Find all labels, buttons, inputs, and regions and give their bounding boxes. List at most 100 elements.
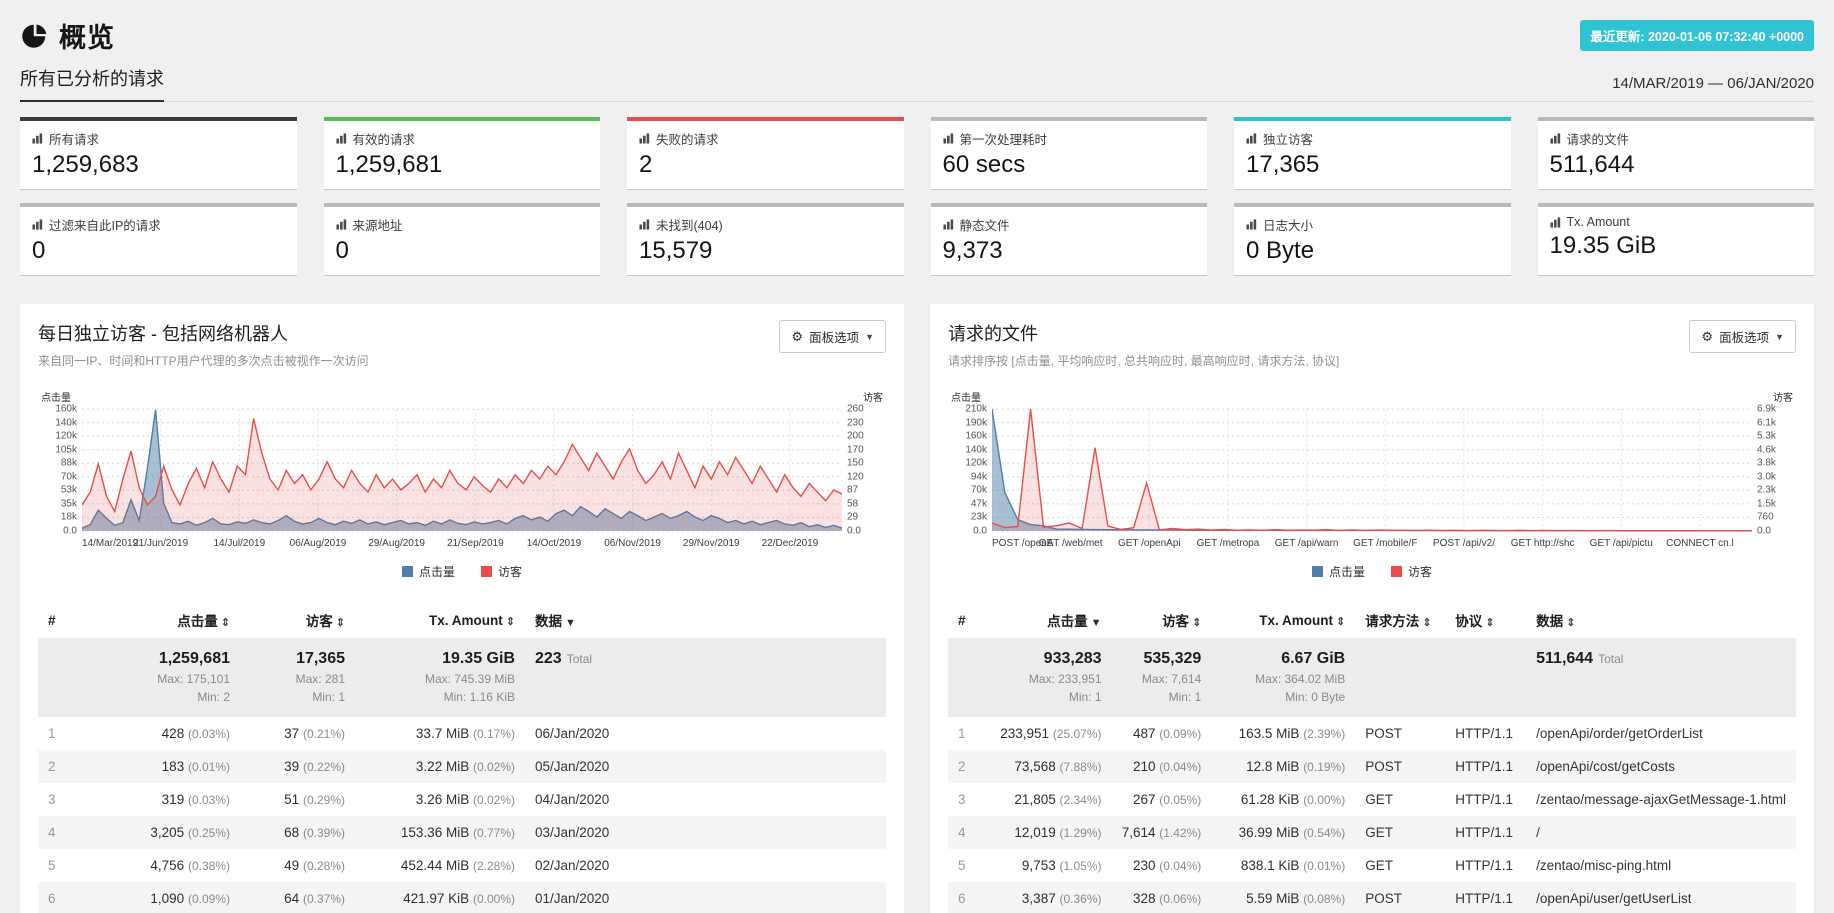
x-tick-label: GET /openApi (1117, 538, 1181, 549)
cell-visitors: 328 (0.06%) (1111, 882, 1212, 913)
y-tick-label: 0.0 (847, 525, 861, 537)
y-tick-label: 0.0 (63, 525, 77, 537)
y-tick-label: 1.5k (1757, 498, 1776, 510)
x-tick-label: 22/Dec/2019 (761, 538, 819, 549)
sort-icon: ▼ (565, 617, 576, 629)
stat-card-value: 0 (32, 237, 46, 264)
y-tick-label: 760 (1757, 511, 1774, 523)
col-header-tx[interactable]: Tx. Amount ⇕ (355, 602, 525, 638)
cell-hits: 73,568 (7.88%) (980, 750, 1112, 783)
cell-visitors: 39 (0.22%) (240, 750, 355, 783)
stat-card-5: 请求的文件 511,644 (1537, 117, 1814, 190)
x-tick-label: GET /metropa (1196, 538, 1260, 549)
stat-card-label: 第一次处理耗时 (942, 129, 1196, 148)
cell-visitors: 7,614 (1.42%) (1111, 816, 1212, 849)
col-header-data[interactable]: 数据 ⇕ (1526, 602, 1796, 638)
y-tick-label: 150 (847, 457, 864, 469)
col-header-hits[interactable]: 点击量 ⇕ (80, 602, 240, 638)
col-header-idx[interactable]: # (948, 602, 980, 638)
panel-options-button[interactable]: ⚙ 面板选项 ▼ (1689, 320, 1796, 353)
table-row: 4 3,205 (0.25%) 68 (0.39%) 153.36 MiB (0.77… (38, 816, 886, 849)
cell-tx: 153.36 MiB (0.77%) (355, 816, 525, 849)
y-tick-label: 47k (970, 498, 987, 510)
bar-chart-icon (1549, 133, 1560, 144)
cell-method: POST (1365, 726, 1402, 741)
bar-chart-icon (1246, 219, 1257, 230)
panel-title: 请求的文件 (948, 324, 1038, 344)
chart-main: 160k 140k 120k 105k 88k 70k 53k 35k 18k 0.0 260 23… (38, 403, 886, 537)
cell-visitors: 51 (0.29%) (284, 792, 345, 807)
y-tick-label: 105k (55, 444, 77, 456)
stat-card-value: 19.35 GiB (1549, 232, 1657, 259)
y-tick-label: 53k (60, 484, 77, 496)
panel-options-label: 面板选项 (809, 331, 860, 345)
stat-card-label: 有效的请求 (335, 129, 589, 148)
cell-protocol: HTTP/1.1 (1455, 858, 1513, 873)
col-header-method[interactable]: 请求方法 ⇕ (1355, 602, 1445, 638)
bar-chart-icon (32, 133, 43, 144)
col-header-idx[interactable]: # (38, 602, 80, 638)
panel-options-label: 面板选项 (1719, 331, 1770, 345)
y-tick-label: 2.3k (1757, 484, 1776, 496)
y-tick-label: 170 (847, 444, 864, 456)
x-tick-label: 21/Sep/2019 (446, 538, 504, 549)
stat-card-value: 0 (335, 237, 349, 264)
stat-card-value: 0 Byte (1246, 237, 1315, 264)
x-tick-label: 06/Nov/2019 (604, 538, 661, 549)
stat-card-label-text: 失败的请求 (656, 133, 719, 147)
stat-card-6: 过滤来自此IP的请求 0 (20, 203, 297, 276)
col-header-data[interactable]: 数据 ▼ (525, 602, 886, 638)
cell-tx: 12.8 MiB (0.19%) (1211, 750, 1356, 783)
date-range: 14/MAR/2019 — 06/JAN/2020 (1612, 75, 1814, 92)
y-tick-label: 6.9k (1757, 403, 1776, 415)
chart-plot (82, 407, 842, 533)
section-head: 所有已分析的请求 14/MAR/2019 — 06/JAN/2020 (20, 61, 1814, 102)
col-header-label: 数据 (1536, 614, 1564, 629)
x-tick-label: 29/Nov/2019 (682, 538, 740, 549)
table-row: 6 1,090 (0.09%) 64 (0.37%) 421.97 KiB (0.00… (38, 882, 886, 913)
stat-card-2: 失败的请求 2 (627, 117, 904, 190)
y-tick-label: 70k (60, 471, 77, 483)
stat-card-value: 17,365 (1246, 151, 1320, 178)
cell-idx: 5 (48, 858, 56, 873)
col-header-visitors[interactable]: 访客 ⇕ (1112, 602, 1212, 638)
stat-card-label-text: 过滤来自此IP的请求 (49, 219, 161, 233)
col-header-protocol[interactable]: 协议 ⇕ (1445, 602, 1526, 638)
legend-swatch (1391, 566, 1402, 577)
panel-options-button[interactable]: ⚙ 面板选项 ▼ (779, 320, 886, 353)
col-header-label: 点击量 (177, 614, 218, 629)
stat-card-label-text: 来源地址 (352, 219, 403, 233)
y-tick-label: 160k (55, 403, 77, 415)
cell-tx: 452.44 MiB (2.28%) (400, 858, 515, 873)
cell-data: 01/Jan/2020 (525, 882, 886, 913)
cell-tx: 3.22 MiB (0.02%) (355, 750, 525, 783)
stat-card-label: 请求的文件 (1549, 129, 1803, 148)
stat-card-value: 1,259,681 (335, 151, 443, 178)
sort-icon: ⇕ (1566, 617, 1576, 629)
y-axis-right-label: 访客 (1773, 393, 1793, 404)
stat-card-label-text: 未找到(404) (656, 219, 723, 233)
cell-hits: 9,753 (1.05%) (1021, 858, 1102, 873)
x-tick-label: 06/Aug/2019 (289, 538, 347, 549)
y-tick-label: 3.0k (1757, 471, 1776, 483)
col-header-tx[interactable]: Tx. Amount ⇕ (1211, 602, 1355, 638)
stat-card-label: 所有请求 (32, 129, 285, 148)
table-row: 5 9,753 (1.05%) 230 (0.04%) 838.1 KiB (0.01… (948, 849, 1796, 882)
col-header-visitors[interactable]: 访客 ⇕ (240, 602, 355, 638)
y-tick-label: 190k (965, 417, 987, 429)
summary-cell-protocol (1445, 638, 1527, 717)
cell-idx: 6 (948, 882, 981, 913)
y-tick-label: 120k (965, 457, 987, 469)
y-tick-label: 0.0 (1757, 525, 1771, 537)
summary-cell-tx: 6.67 GiB Max: 364.02 MiB Min: 0 Byte (1211, 638, 1356, 717)
page-title: 概览 (59, 23, 115, 53)
col-header-label: 点击量 (1047, 614, 1088, 629)
panel-head: 每日独立访客 - 包括网络机器人 来自同一IP、时间和HTTP用户代理的多次点击… (38, 320, 886, 369)
cell-visitors: 230 (0.04%) (1132, 858, 1202, 873)
col-header-hits[interactable]: 点击量 ▼ (980, 602, 1111, 638)
x-tick-label: 14/Oct/2019 (526, 538, 582, 549)
summary-cell-idx (948, 638, 981, 717)
table-header-row: # 点击量 ⇕ 访客 ⇕ Tx. Amount ⇕ 数据 ▼ (38, 602, 886, 638)
sort-icon: ⇕ (505, 615, 515, 628)
